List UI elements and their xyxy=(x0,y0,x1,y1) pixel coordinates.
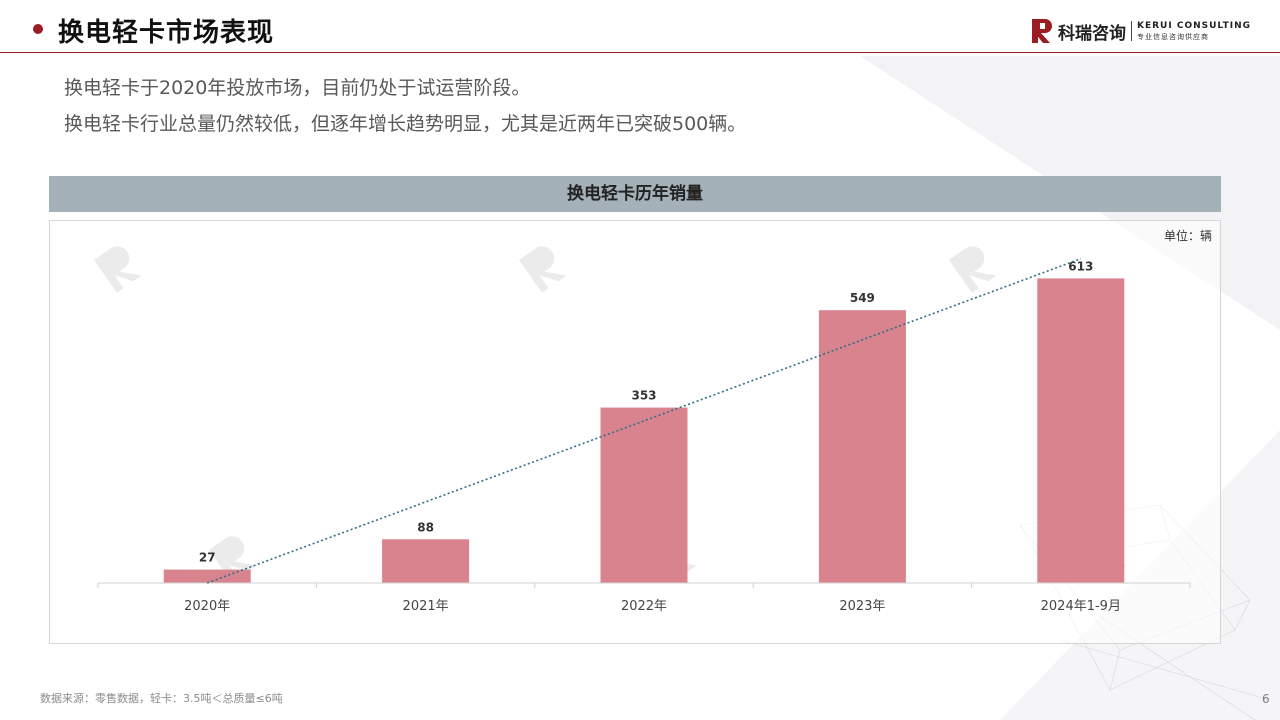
data-source-note: 数据来源：零售数据，轻卡：3.5吨＜总质量≤6吨 xyxy=(40,692,283,705)
sales-bar-chart: 单位：辆 27 2020年 88 2021年 353 2022年 549 2023年 613 20… xyxy=(94,228,1212,614)
logo-english: KERUI CONSULTING 专业信息咨询供应商 xyxy=(1137,20,1252,41)
bar-2 xyxy=(382,539,470,583)
page-number: 6 xyxy=(1262,692,1270,706)
slide-header: 换电轻卡市场表现 科瑞咨询 KERUI CONSULTING 专业信息咨询供应商 xyxy=(0,0,1280,56)
bar-value-label: 549 xyxy=(850,291,875,305)
header-divider xyxy=(0,52,1280,53)
watermark-logo-icon xyxy=(949,246,997,293)
logo-r-icon xyxy=(1032,19,1052,43)
logo-tagline: 专业信息咨询供应商 xyxy=(1137,32,1209,41)
summary-line-2: 换电轻卡行业总量仍然较低，但逐年增长趋势明显，尤其是近两年已突破500辆。 xyxy=(64,113,747,135)
x-tick-label: 2020年 xyxy=(184,599,230,614)
bar-4 xyxy=(818,310,906,583)
title-bullet-icon xyxy=(33,24,43,34)
watermark-logo-icon xyxy=(519,246,567,293)
logo-english-name: KERUI CONSULTING xyxy=(1137,20,1252,31)
company-logo: 科瑞咨询 KERUI CONSULTING 专业信息咨询供应商 xyxy=(1032,18,1251,44)
page-title: 换电轻卡市场表现 xyxy=(58,18,275,48)
x-tick-label: 2024年1-9月 xyxy=(1041,599,1121,614)
bar-5 xyxy=(1037,278,1125,583)
unit-label: 单位：辆 xyxy=(1164,228,1212,243)
watermark-logo-icon xyxy=(94,246,142,293)
bar-3 xyxy=(600,407,688,583)
bar-value-label: 613 xyxy=(1068,259,1093,273)
bar-1 xyxy=(163,569,251,583)
logo-separator xyxy=(1131,21,1132,41)
watermark-logo-icon xyxy=(209,536,257,583)
bar-value-label: 27 xyxy=(199,551,216,565)
bar-value-label: 353 xyxy=(631,389,656,403)
x-tick-label: 2022年 xyxy=(621,599,667,614)
summary-text: 换电轻卡于2020年投放市场，目前仍处于试运营阶段。 换电轻卡行业总量仍然较低，… xyxy=(64,70,746,142)
logo-chinese-name: 科瑞咨询 xyxy=(1058,23,1126,44)
x-tick-label: 2021年 xyxy=(403,599,449,614)
bar-value-label: 88 xyxy=(417,520,434,534)
summary-line-1: 换电轻卡于2020年投放市场，目前仍处于试运营阶段。 xyxy=(64,77,531,99)
x-tick-label: 2023年 xyxy=(839,599,885,614)
chart-title: 换电轻卡历年销量 xyxy=(49,176,1221,212)
